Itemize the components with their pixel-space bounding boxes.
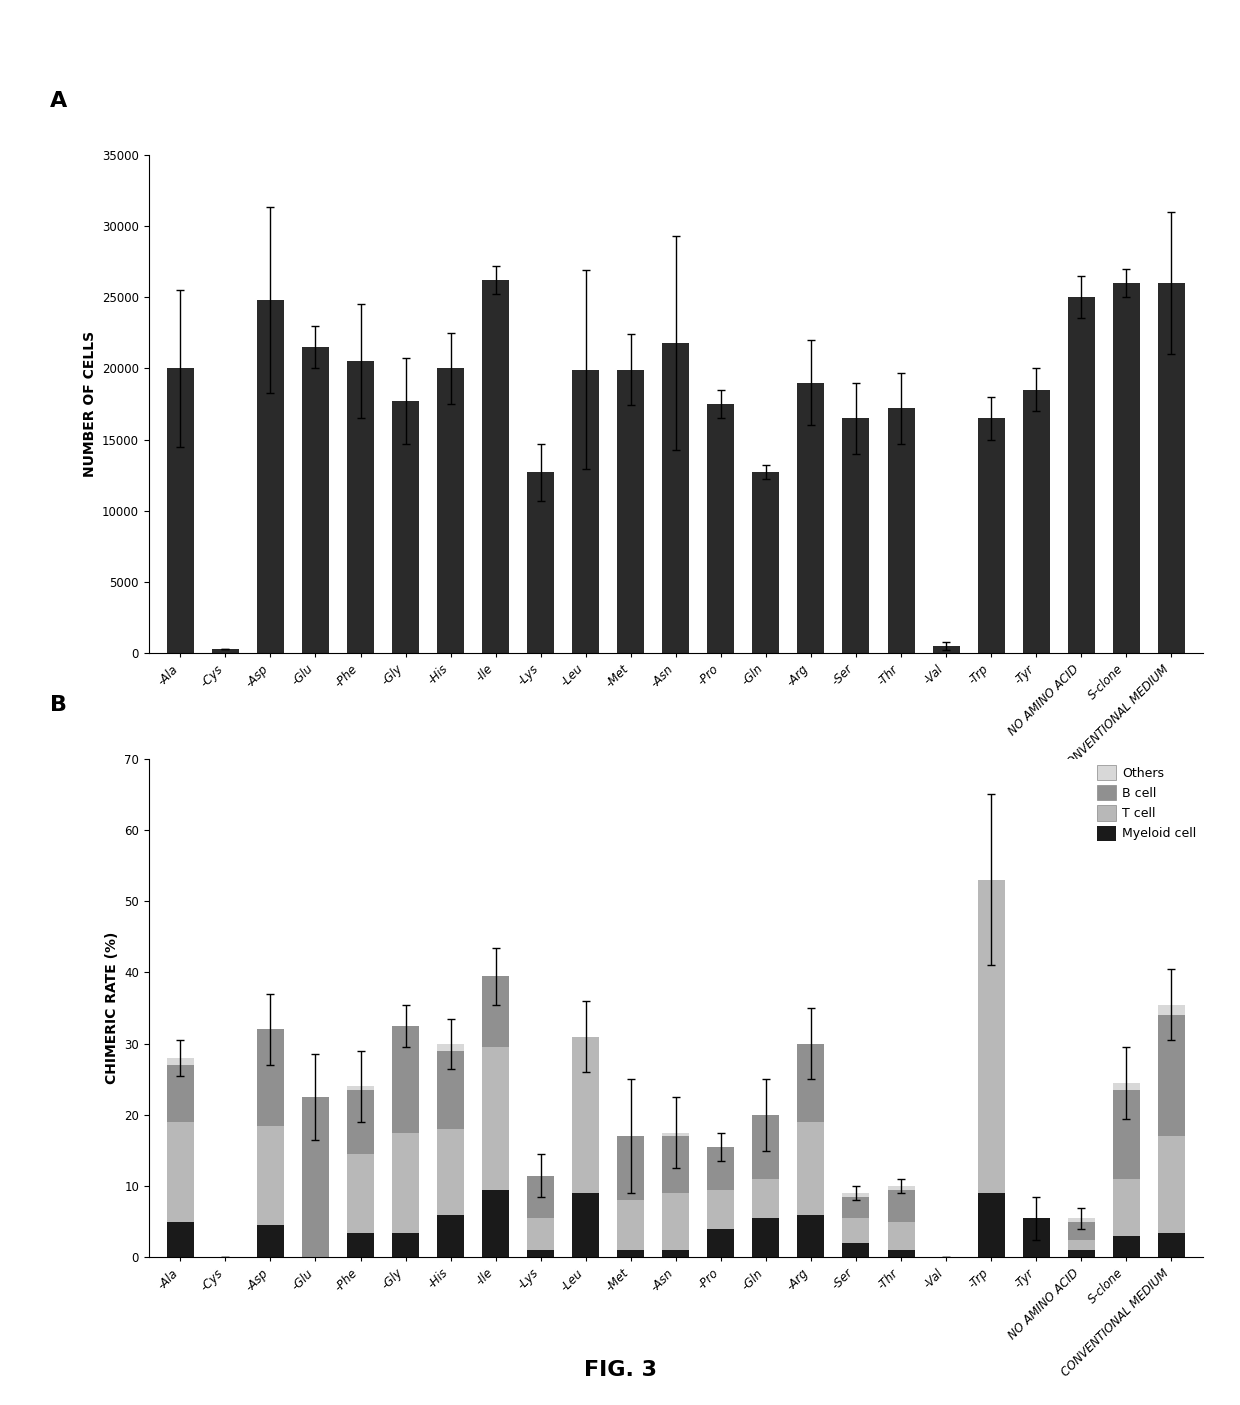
Bar [662,1193,689,1250]
Bar [1068,1250,1095,1257]
Bar [1112,1090,1140,1179]
Bar [842,1193,869,1197]
Bar [1158,282,1184,653]
Bar [347,1232,374,1257]
Bar [753,1179,780,1218]
Bar [662,1250,689,1257]
Bar [977,1193,1004,1257]
Bar [842,1218,869,1243]
Bar [392,1132,419,1232]
Bar [842,1197,869,1218]
Bar [167,1058,193,1065]
Bar [1158,1016,1184,1137]
Text: FIG. 3: FIG. 3 [584,1360,656,1380]
Bar [1112,282,1140,653]
Bar [572,370,599,653]
Bar [347,1086,374,1090]
Bar [436,1051,464,1130]
Bar [888,1222,915,1250]
Bar [482,1190,510,1257]
Bar [842,419,869,653]
Bar [707,405,734,653]
Bar [572,1037,599,1193]
Bar [888,409,915,653]
Bar [482,280,510,653]
Bar [707,1229,734,1257]
Bar [303,1097,329,1257]
Bar [618,1250,645,1257]
Bar [618,370,645,653]
Bar [888,1186,915,1190]
Bar [392,400,419,653]
Bar [167,368,193,653]
Bar [527,472,554,653]
Bar [797,382,825,653]
Y-axis label: CHIMERIC RATE (%): CHIMERIC RATE (%) [104,932,119,1085]
Bar [753,472,780,653]
Bar [1068,1222,1095,1239]
Bar [436,1130,464,1215]
Bar [662,1132,689,1137]
Legend: Others, B cell, T cell, Myeloid cell: Others, B cell, T cell, Myeloid cell [1097,764,1197,842]
Bar [347,1090,374,1154]
Bar [753,1218,780,1257]
Bar [707,1190,734,1229]
Bar [1068,296,1095,653]
Bar [977,419,1004,653]
Bar [1158,1137,1184,1232]
Bar [618,1200,645,1250]
Bar [482,1047,510,1190]
Bar [527,1250,554,1257]
Bar [167,1222,193,1257]
Bar [392,1026,419,1132]
Bar [888,1250,915,1257]
Bar [257,1225,284,1257]
Bar [167,1123,193,1222]
Bar [392,1232,419,1257]
Bar [797,1123,825,1215]
Bar [436,1044,464,1051]
Bar [1068,1218,1095,1222]
Bar [257,1030,284,1125]
Bar [662,1137,689,1193]
Bar [1023,1218,1049,1257]
Bar [662,343,689,653]
Bar [618,1137,645,1200]
Bar [797,1215,825,1257]
Bar [1023,389,1049,653]
Bar [167,1065,193,1123]
Bar [257,299,284,653]
Text: A: A [50,91,67,111]
Bar [932,646,960,653]
Y-axis label: NUMBER OF CELLS: NUMBER OF CELLS [83,330,97,478]
Bar [436,368,464,653]
Bar [1158,1232,1184,1257]
Bar [797,1044,825,1123]
Bar [977,880,1004,1193]
Bar [888,1190,915,1222]
Bar [842,1243,869,1257]
Bar [1158,1005,1184,1016]
Bar [1068,1239,1095,1250]
Bar [212,649,239,653]
Bar [572,1193,599,1257]
Bar [527,1218,554,1250]
Bar [753,1116,780,1179]
Bar [436,1215,464,1257]
Bar [347,361,374,653]
Text: B: B [50,695,67,715]
Bar [1112,1236,1140,1257]
Bar [482,976,510,1047]
Bar [1112,1179,1140,1236]
Bar [257,1125,284,1225]
Bar [1112,1083,1140,1090]
Bar [707,1146,734,1190]
Bar [347,1154,374,1232]
Bar [527,1176,554,1218]
Bar [303,347,329,653]
